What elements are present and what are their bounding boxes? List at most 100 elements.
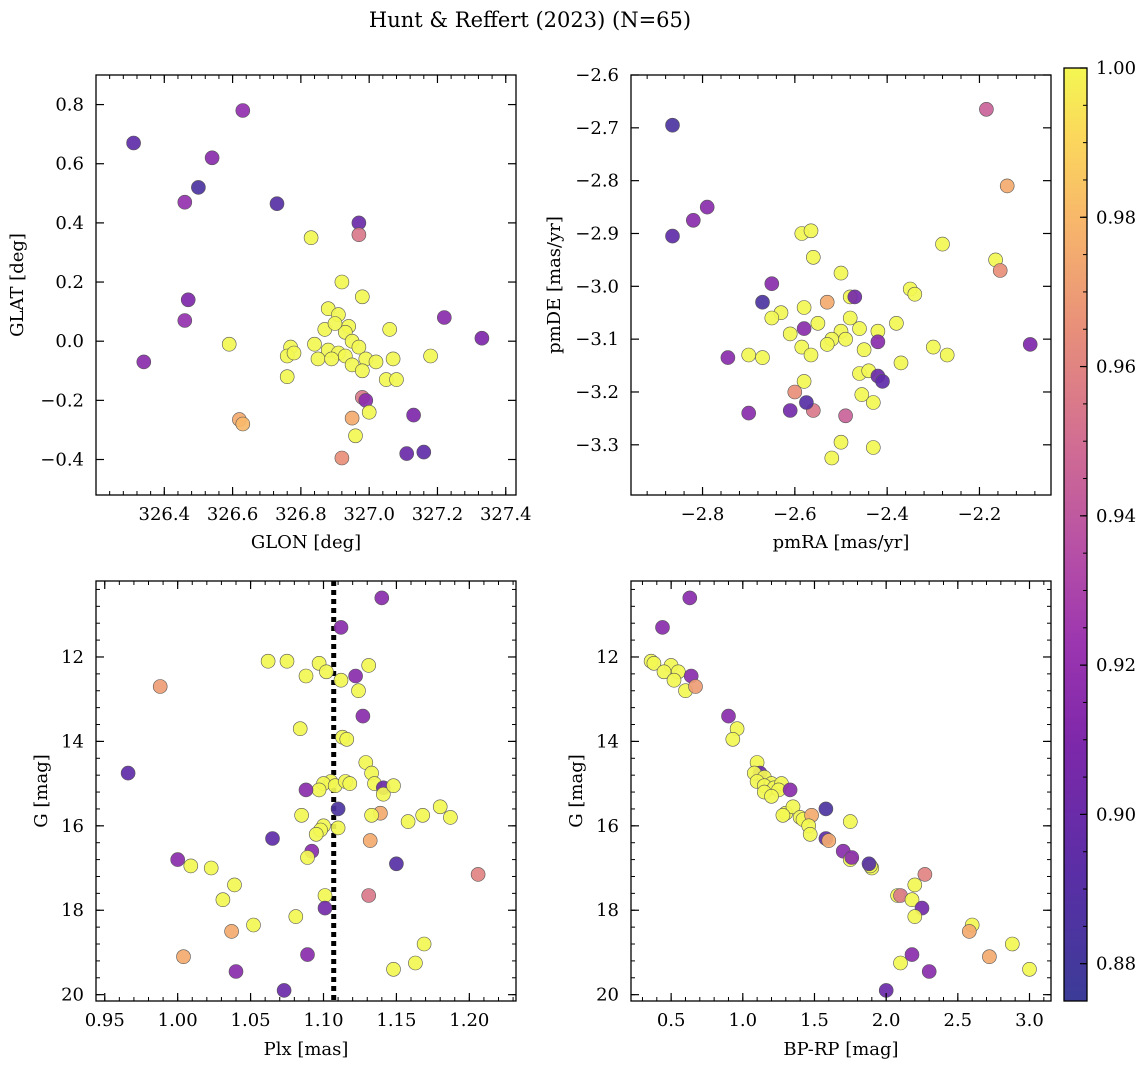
data-point — [339, 731, 355, 747]
x-tick-label: 326.4 — [139, 504, 191, 525]
data-point — [844, 850, 860, 865]
data-point — [389, 856, 404, 872]
y-tick-label: 12 — [596, 647, 619, 668]
data-point — [782, 403, 798, 418]
data-point — [921, 964, 937, 979]
panel-bprp-g: 0.5 1.0 1.5 2.0 2.5 3.0 12 14 16 18 20 BP-RP [mag]… — [566, 580, 1052, 1060]
data-point — [333, 672, 349, 688]
data-point — [170, 852, 185, 867]
y-axis-label: GLAT [deg] — [7, 233, 28, 337]
data-point — [982, 949, 997, 965]
data-point — [265, 831, 280, 846]
data-point — [824, 450, 840, 466]
y-tick-label: 0.0 — [55, 331, 84, 352]
data-point — [764, 788, 779, 804]
data-point — [361, 888, 377, 903]
data-point — [833, 265, 849, 281]
data-point — [436, 310, 452, 325]
x-tick-label: 327.0 — [343, 504, 395, 525]
x-tick-label: 2.5 — [944, 1010, 973, 1031]
data-point — [368, 354, 384, 370]
data-point — [334, 450, 350, 466]
data-point — [907, 286, 923, 302]
data-point — [319, 664, 334, 680]
data-point — [191, 180, 206, 195]
y-tick-label: 14 — [596, 731, 619, 752]
data-point — [416, 444, 432, 460]
x-tick-label: 326.8 — [275, 504, 327, 525]
data-point — [1022, 337, 1038, 352]
data-point — [288, 909, 304, 924]
x-tick-label: 1.20 — [449, 1010, 489, 1031]
data-point — [330, 801, 346, 817]
x-tick-label: 2.0 — [872, 1010, 901, 1031]
data-point — [348, 668, 363, 684]
data-point — [655, 620, 670, 635]
figure-title: Hunt & Reffert (2023) (N=65) — [369, 8, 691, 32]
y-tick-label: −3.3 — [575, 435, 619, 456]
data-point — [126, 135, 141, 151]
colorbar-tick-label: 0.88 — [1096, 954, 1136, 975]
y-tick-label: 20 — [596, 985, 619, 1006]
y-tick-label: 18 — [596, 900, 619, 921]
data-point — [342, 776, 358, 791]
data-point — [907, 909, 923, 924]
data-point — [979, 102, 994, 117]
data-point — [875, 374, 890, 389]
y-tick-label: 0.4 — [55, 213, 84, 234]
data-point — [799, 395, 814, 410]
plot-frame — [95, 74, 517, 496]
x-axis-label: GLON [deg] — [251, 532, 361, 553]
data-point — [682, 590, 698, 606]
data-point — [386, 778, 401, 794]
data-point — [821, 833, 837, 848]
data-point — [180, 292, 196, 308]
data-point — [120, 765, 136, 781]
colorbar: 0.88 0.90 0.92 0.94 0.96 0.98 1.00 — [1063, 58, 1136, 1002]
data-point — [310, 351, 326, 367]
data-point — [782, 326, 798, 342]
data-point — [904, 892, 920, 908]
x-tick-label: 1.15 — [376, 1010, 416, 1031]
plot-frame — [95, 580, 517, 1002]
panel-glon-glat: 326.4 326.6 326.8 327.0 327.2 327.4 0.8 0.6 0.4 0… — [7, 74, 532, 553]
data-point — [224, 924, 239, 939]
data-point — [443, 810, 458, 825]
data-point — [854, 387, 870, 402]
axis-ticks: 326.4 326.6 326.8 327.0 327.2 327.4 0.8 0.6 0.4 0… — [40, 75, 532, 525]
data-point — [364, 807, 379, 823]
y-tick-label: −3.0 — [575, 276, 619, 297]
data-point — [330, 820, 346, 836]
data-point — [215, 892, 231, 908]
x-tick-label: 1.05 — [231, 1010, 271, 1031]
data-point — [865, 440, 881, 455]
panel-pmra-pmde: −2.8 −2.6 −2.4 −2.2 −2.6 −2.7 −2.8 −2.9 −3.0 −3.1… — [544, 65, 1052, 553]
data-point — [646, 655, 662, 671]
axis-ticks: 0.95 1.00 1.05 1.10 1.15 1.20 12 14 16 18 20 — [61, 581, 516, 1031]
data-point — [665, 228, 680, 244]
data-point — [292, 721, 308, 737]
colorbar-tick-label: 0.98 — [1096, 207, 1136, 228]
data-point — [203, 860, 219, 876]
data-point — [362, 833, 378, 848]
data-point — [298, 782, 314, 798]
data-point — [847, 289, 863, 305]
x-tick-label: 0.5 — [657, 1010, 686, 1031]
data-point — [893, 355, 909, 371]
scatter-points — [665, 102, 1038, 466]
data-point — [351, 227, 367, 242]
data-point — [177, 194, 193, 210]
y-tick-label: 14 — [61, 731, 84, 752]
axis-ticks: −2.8 −2.6 −2.4 −2.2 −2.6 −2.7 −2.8 −2.9 −3.0 −3.1… — [575, 65, 1051, 525]
data-point — [136, 354, 152, 370]
data-point — [235, 416, 251, 432]
data-point — [406, 407, 421, 423]
x-tick-label: 327.2 — [412, 504, 464, 525]
panel-plx-g: 0.95 1.00 1.05 1.10 1.15 1.20 12 14 16 18 20 Plx [… — [31, 580, 517, 1060]
data-point — [276, 983, 292, 998]
y-tick-label: −2.7 — [575, 118, 619, 139]
data-point — [307, 336, 322, 352]
data-point — [415, 807, 431, 823]
data-point — [334, 274, 350, 290]
